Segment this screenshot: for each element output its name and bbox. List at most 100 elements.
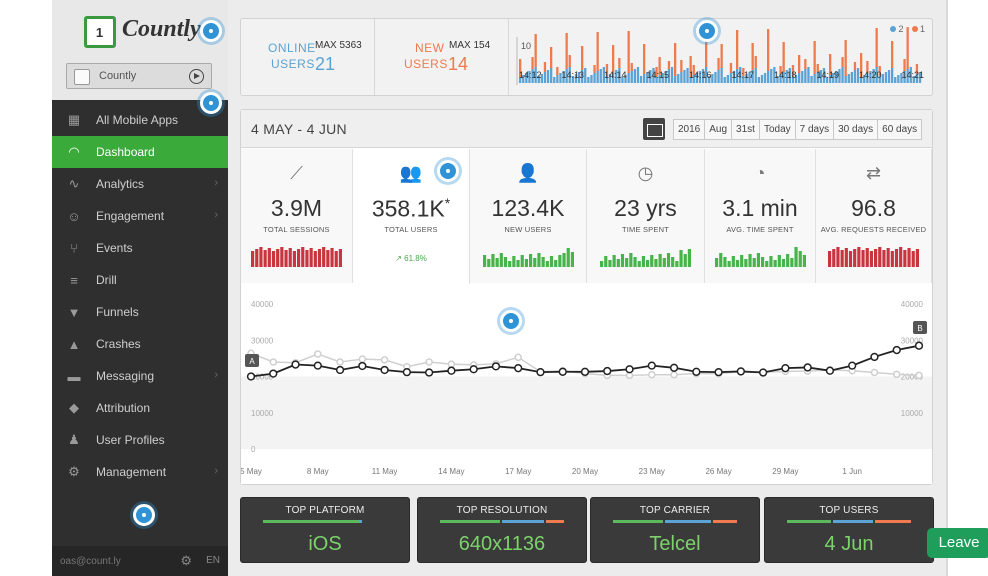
- data-point[interactable]: [269, 358, 278, 366]
- sidebar-item-analytics[interactable]: ∿ Analytics ›: [52, 168, 228, 200]
- play-icon[interactable]: [189, 69, 204, 84]
- spark-bar: [907, 248, 911, 267]
- data-point[interactable]: [246, 372, 256, 381]
- hotspot-dot[interactable]: [500, 310, 522, 332]
- data-point[interactable]: [469, 365, 478, 374]
- top-card-top-resolution[interactable]: TOP RESOLUTION 640x1136: [417, 497, 587, 563]
- sidebar-item-attribution[interactable]: ◆ Attribution: [52, 392, 228, 424]
- spark-bar: [284, 250, 288, 267]
- data-point[interactable]: [314, 350, 322, 358]
- sidebar-item-crashes[interactable]: ▲ Crashes: [52, 328, 228, 360]
- period-button[interactable]: 7 days: [794, 119, 835, 140]
- online-bar: [593, 73, 596, 83]
- hotspot-dot[interactable]: [696, 20, 718, 42]
- spark-bar: [280, 247, 284, 267]
- data-point[interactable]: [914, 341, 924, 350]
- data-point[interactable]: [670, 370, 678, 379]
- data-point[interactable]: [491, 362, 501, 371]
- data-point[interactable]: [269, 369, 278, 378]
- new-bar: [829, 54, 832, 75]
- data-point[interactable]: [692, 367, 701, 376]
- data-point[interactable]: [781, 364, 790, 373]
- data-point[interactable]: [558, 367, 567, 376]
- sidebar-item-funnels[interactable]: ▼ Funnels: [52, 296, 228, 328]
- sidebar-item-management[interactable]: ⚙ Management ›: [52, 456, 228, 488]
- sidebar-item-events[interactable]: ⑂ Events: [52, 232, 228, 264]
- data-point[interactable]: [603, 366, 612, 376]
- spark-bar: [781, 259, 785, 267]
- sidebar-item-all-mobile-apps[interactable]: ▦ All Mobile Apps: [52, 104, 228, 136]
- data-point[interactable]: [380, 365, 389, 375]
- new-bar: [903, 59, 906, 71]
- marker-b[interactable]: B: [913, 321, 927, 334]
- data-point[interactable]: [870, 352, 879, 362]
- top-card-top-platform[interactable]: TOP PLATFORM iOS: [240, 497, 410, 563]
- data-point[interactable]: [447, 366, 456, 375]
- sidebar-item-engagement[interactable]: ☺ Engagement ›: [52, 200, 228, 232]
- data-point[interactable]: [892, 345, 901, 355]
- calendar-icon[interactable]: [643, 118, 665, 140]
- data-point[interactable]: [648, 370, 656, 379]
- spark-bar: [604, 256, 608, 267]
- period-button[interactable]: 30 days: [833, 119, 879, 140]
- online-bar: [869, 71, 872, 83]
- sidebar-item-messaging[interactable]: ▬ Messaging ›: [52, 360, 228, 392]
- hotspot-dot[interactable]: [200, 20, 222, 42]
- stat-avg-requests-received[interactable]: ⇄ 96.8 AVG. REQUESTS RECEIVED: [816, 149, 932, 283]
- data-point[interactable]: [669, 363, 679, 372]
- data-point[interactable]: [447, 360, 456, 368]
- app-selector[interactable]: Countly: [66, 63, 212, 89]
- data-point[interactable]: [358, 361, 367, 371]
- period-button[interactable]: 60 days: [877, 119, 923, 140]
- data-point[interactable]: [714, 368, 723, 377]
- data-point[interactable]: [335, 365, 345, 375]
- online-bar: [757, 77, 760, 83]
- hotspot-dot[interactable]: [437, 160, 459, 182]
- data-point[interactable]: [580, 367, 590, 376]
- data-point[interactable]: [514, 353, 522, 362]
- top-card-top-users[interactable]: TOP USERS 4 Jun: [764, 497, 934, 563]
- data-point[interactable]: [514, 364, 523, 373]
- data-point[interactable]: [425, 358, 433, 366]
- data-point[interactable]: [736, 367, 746, 376]
- data-point[interactable]: [313, 361, 322, 370]
- online-bar: [726, 75, 729, 83]
- sidebar-item-drill[interactable]: ≡ Drill: [52, 264, 228, 296]
- hotspot-dot[interactable]: [200, 92, 222, 114]
- gear-icon[interactable]: ⚙: [180, 553, 192, 568]
- top-card-top-carrier[interactable]: TOP CARRIER Telcel: [590, 497, 760, 563]
- data-point[interactable]: [892, 370, 901, 379]
- language-selector[interactable]: EN: [206, 555, 220, 566]
- data-point[interactable]: [625, 365, 634, 374]
- stat-avg-time-spent[interactable]: ◔ 3.1 min AVG. TIME SPENT: [705, 149, 816, 283]
- data-point[interactable]: [848, 361, 857, 370]
- data-point[interactable]: [758, 368, 768, 377]
- marker-a[interactable]: A: [245, 354, 259, 367]
- new-bar: [742, 68, 745, 76]
- sidebar-item-user-profiles[interactable]: ♟ User Profiles: [52, 424, 228, 456]
- hotspot-dot[interactable]: [133, 504, 155, 526]
- fork-icon: ⑂: [70, 240, 78, 256]
- spark-bar: [495, 258, 499, 267]
- period-button[interactable]: 2016: [673, 119, 706, 140]
- data-point[interactable]: [647, 361, 656, 370]
- stat-total-sessions[interactable]: ⟋ 3.9M TOTAL SESSIONS: [241, 149, 353, 283]
- period-button[interactable]: 31st: [731, 119, 760, 140]
- period-button[interactable]: Aug: [704, 119, 733, 140]
- data-point[interactable]: [536, 368, 545, 377]
- stat-new-users[interactable]: 👤 123.4K NEW USERS: [470, 149, 587, 283]
- data-point[interactable]: [915, 371, 923, 380]
- data-point[interactable]: [402, 368, 412, 377]
- data-point[interactable]: [424, 368, 434, 377]
- sidebar-item-dashboard[interactable]: ◠ Dashboard: [52, 136, 228, 168]
- data-point[interactable]: [336, 358, 344, 366]
- data-point[interactable]: [291, 360, 300, 369]
- data-point[interactable]: [358, 355, 367, 363]
- period-button[interactable]: Today: [758, 119, 796, 140]
- data-point[interactable]: [825, 366, 835, 375]
- data-point[interactable]: [380, 356, 389, 364]
- data-point[interactable]: [803, 363, 812, 372]
- leave-button[interactable]: Leave: [927, 528, 988, 558]
- stat-time-spent[interactable]: ◷ 23 yrs TIME SPENT: [587, 149, 705, 283]
- data-point[interactable]: [870, 368, 879, 377]
